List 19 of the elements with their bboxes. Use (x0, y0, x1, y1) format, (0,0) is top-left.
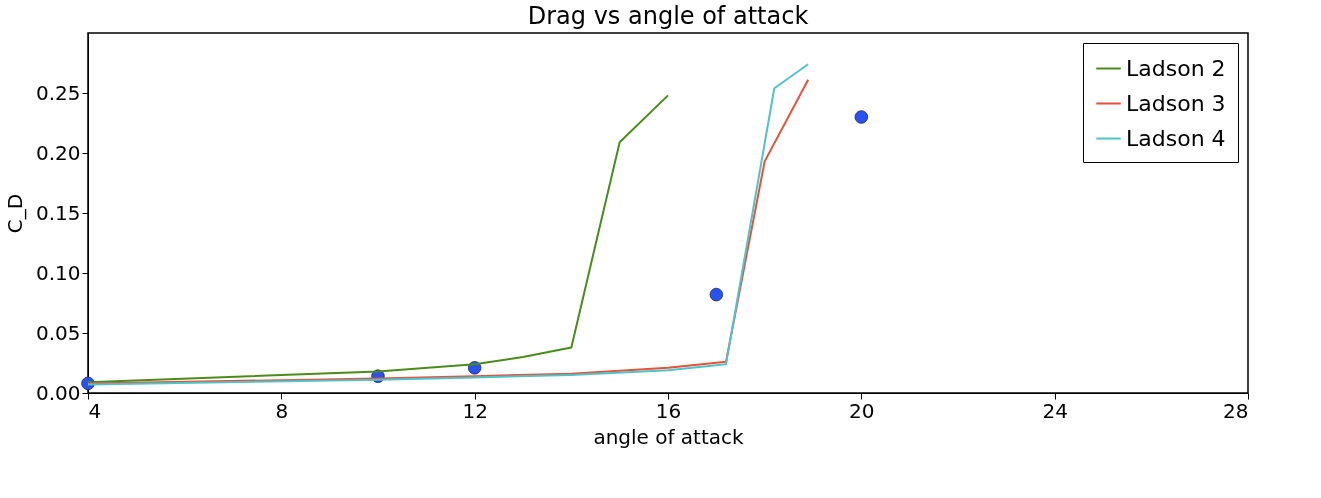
x-tick-label: 4 (88, 398, 102, 423)
legend-label: Ladson 4 (1126, 125, 1226, 151)
x-tick-label: 20 (849, 398, 875, 423)
legend-label: Ladson 3 (1126, 90, 1226, 116)
y-tick-label: 0.15 (35, 200, 81, 225)
x-tick-label: 28 (1223, 398, 1249, 423)
legend-label: Ladson 2 (1126, 55, 1226, 81)
x-axis-title: angle of attack (593, 424, 745, 449)
x-tick-label: 12 (462, 398, 488, 423)
chart-title: Drag vs angle of attack (527, 2, 809, 30)
y-tick-label: 0.25 (35, 80, 81, 105)
y-tick-label: 0.05 (35, 320, 81, 345)
x-tick-label: 24 (1042, 398, 1068, 423)
y-axis-title: C_D (2, 193, 27, 234)
y-tick-label: 0.20 (35, 140, 81, 165)
y-tick-label: 0.10 (35, 260, 81, 285)
x-tick-label: 8 (275, 398, 289, 423)
x-tick-label: 16 (655, 398, 682, 423)
y-tick-label: 0.00 (35, 380, 81, 405)
